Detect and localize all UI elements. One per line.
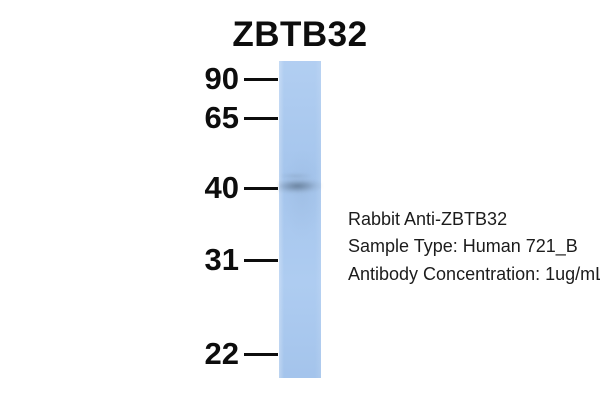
mw-marker-label: 65: [204, 100, 239, 135]
protein-band-40kda: [277, 177, 323, 195]
mw-marker-90: 90: [188, 59, 278, 99]
mw-marker-31: 31: [188, 240, 278, 280]
mw-marker-65: 65: [188, 98, 278, 138]
annotation-block: Rabbit Anti-ZBTB32 Sample Type: Human 72…: [348, 206, 600, 288]
mw-marker-label: 22: [204, 336, 239, 371]
mw-marker-tick: [244, 258, 278, 262]
mw-marker-tick: [244, 352, 278, 356]
mw-marker-label: 31: [204, 242, 239, 277]
annotation-antibody: Rabbit Anti-ZBTB32: [348, 209, 508, 229]
figure-title: ZBTB32: [232, 15, 368, 54]
mw-marker-tick: [244, 186, 278, 190]
mw-marker-tick: [244, 116, 278, 120]
blot-lane: [277, 61, 323, 378]
annotation-concentration: Antibody Concentration: 1ug/mL: [348, 263, 600, 284]
annotation-sample-type: Sample Type: Human 721_B: [348, 236, 578, 257]
mw-marker-tick: [244, 77, 278, 81]
mw-marker-label: 90: [204, 61, 239, 96]
mw-marker-22: 22: [188, 334, 278, 374]
mw-marker-label: 40: [204, 170, 239, 205]
mw-marker-40: 40: [188, 168, 278, 208]
protein-band-halo: [281, 173, 317, 179]
